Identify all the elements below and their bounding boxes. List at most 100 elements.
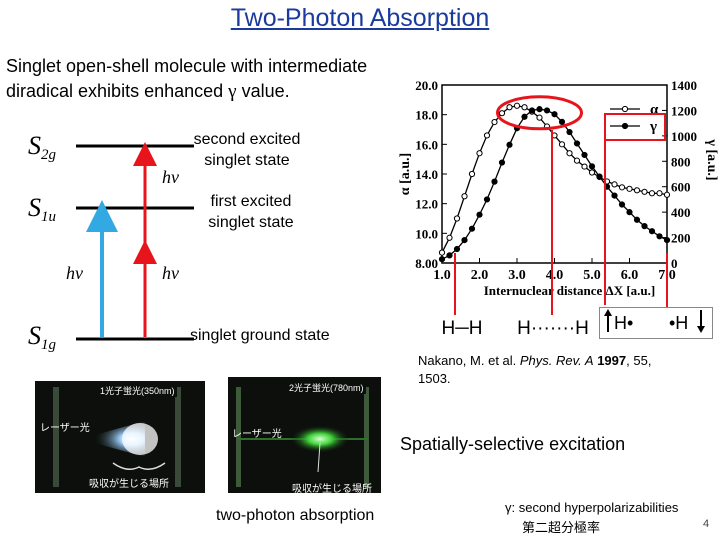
hv-upper-label: hν: [162, 167, 179, 187]
data-point: [611, 192, 618, 199]
polarizability-chart: 1.0 2.0 3.0 4.0 5.0 6.0 7.08.0010.012.014.016.…: [398, 78, 719, 298]
data-point: [551, 111, 558, 118]
y-left-tick-label: 16.0: [415, 137, 438, 152]
data-point: [558, 118, 566, 125]
data-point: [663, 191, 671, 198]
x-axis-label: Internuclear distance ΔX [a.u.]: [484, 283, 655, 298]
y-right-tick-label: 1400: [671, 78, 697, 93]
s2-symbol: S: [28, 131, 41, 160]
data-point: [573, 140, 581, 147]
data-point: [596, 173, 603, 180]
s1-label: S1u: [28, 193, 56, 226]
data-point: [641, 223, 648, 230]
data-point: [438, 249, 446, 256]
y-left-tick-label: 10.0: [415, 226, 438, 241]
s2-desc-line2: singlet state: [204, 152, 290, 169]
data-point: [498, 110, 506, 117]
reference: Nakano, M. et al. Phys. Rev. A 1997, 55,…: [418, 352, 698, 388]
data-point: [588, 163, 596, 170]
reference-pages: 1503.: [418, 371, 451, 386]
one-photon-caption: 1光子蛍光(350nm): [98, 384, 177, 397]
s0-description: singlet ground state: [190, 327, 330, 344]
data-point: [648, 190, 656, 197]
two-photon-absorption-caption: two-photon absorption: [216, 507, 375, 524]
one-photon-photo-art: [53, 387, 181, 487]
reference-volume: , 55,: [626, 353, 652, 368]
y-right-tick-label: 0: [671, 256, 678, 271]
data-point: [491, 118, 498, 126]
two-photon-photo-art: [236, 387, 369, 487]
s0-subscript: 1g: [41, 336, 56, 353]
one-photon-photo: [35, 381, 205, 493]
data-point: [581, 163, 588, 170]
y-right-tick-label: 400: [671, 205, 691, 220]
photo2-glass-left: [236, 387, 241, 487]
s1-subscript: 1u: [41, 208, 56, 225]
data-point: [663, 237, 671, 244]
intro-text: Singlet open-shell molecule with interme…: [6, 54, 367, 104]
intro-line-1: Singlet open-shell molecule with interme…: [6, 56, 368, 76]
data-point: [573, 157, 581, 164]
intro-line-2-end: value.: [236, 81, 290, 101]
data-point: [483, 132, 491, 139]
y-left-tick-label: 18.0: [415, 108, 438, 123]
reference-authors: Nakano, M. et al.: [418, 353, 520, 368]
data-point: [461, 237, 468, 244]
intro-line-2-text: diradical exhibits enhanced: [6, 81, 229, 101]
data-point: [611, 181, 618, 188]
y-left-tick-label: 20.0: [415, 78, 438, 93]
pointer-line: [317, 442, 321, 473]
reference-journal: Phys. Rev. A: [519, 353, 594, 368]
data-point: [461, 193, 468, 200]
gamma-japanese: 第二超分極率: [522, 520, 601, 535]
y-right-axis-label: γ [a.u.]: [704, 138, 719, 180]
x-tick-label: 4.0: [546, 268, 564, 283]
data-point: [618, 184, 626, 191]
data-point: [446, 234, 453, 241]
data-point: [633, 187, 641, 194]
s0-symbol: S: [28, 321, 41, 350]
photo-glass-right: [175, 387, 181, 487]
data-point: [656, 233, 663, 240]
y-right-tick-label: 800: [671, 154, 691, 169]
spin-arrows: [604, 309, 705, 333]
data-point: [648, 228, 656, 235]
y-right-tick-label: 1000: [671, 129, 697, 144]
x-tick-label: 1.0: [433, 268, 451, 283]
photo2-glass-right: [364, 387, 369, 487]
s2-description: second excited singlet state: [192, 129, 302, 171]
s2-subscript: 2g: [41, 146, 56, 163]
y-left-tick-label: 8.00: [415, 256, 438, 271]
structure-diradical: [599, 307, 713, 339]
legend-marker: [621, 122, 629, 130]
two-photon-caption: 2光子蛍光(780nm): [287, 381, 366, 394]
data-point: [506, 141, 513, 148]
two-photon-photo: [228, 377, 381, 493]
two-photon-laser-label: レーザー光: [232, 429, 282, 440]
data-point: [566, 150, 573, 157]
structure-stretched-bond: H·······H: [511, 317, 595, 341]
data-point: [476, 150, 483, 157]
slide-title: Two-Photon Absorption: [230, 4, 490, 32]
structure-single-bond: H─H: [425, 317, 499, 341]
absorption-brace-left: [112, 462, 166, 470]
data-point: [446, 252, 453, 259]
s1-symbol: S: [28, 193, 41, 222]
data-point: [656, 190, 663, 197]
data-point: [536, 114, 543, 121]
one-photon-absorb-label: 吸収が生じる場所: [89, 479, 169, 490]
radical-right: •H: [669, 313, 689, 333]
x-tick-label: 5.0: [583, 268, 601, 283]
x-tick-label: 6.0: [621, 268, 639, 283]
data-point: [528, 107, 536, 114]
legend-highlight-box: [604, 113, 666, 141]
fluorescence-spot-two-photon: [290, 425, 350, 453]
data-point: [491, 178, 498, 185]
spin-down-arrow-head: [697, 326, 705, 333]
fluorescence-spot-one-photon: [122, 423, 158, 455]
x-tick-label: 3.0: [508, 268, 526, 283]
s2-desc-line1: second excited: [193, 131, 301, 148]
s1-desc-line2: singlet state: [208, 214, 294, 231]
data-point: [566, 128, 573, 136]
